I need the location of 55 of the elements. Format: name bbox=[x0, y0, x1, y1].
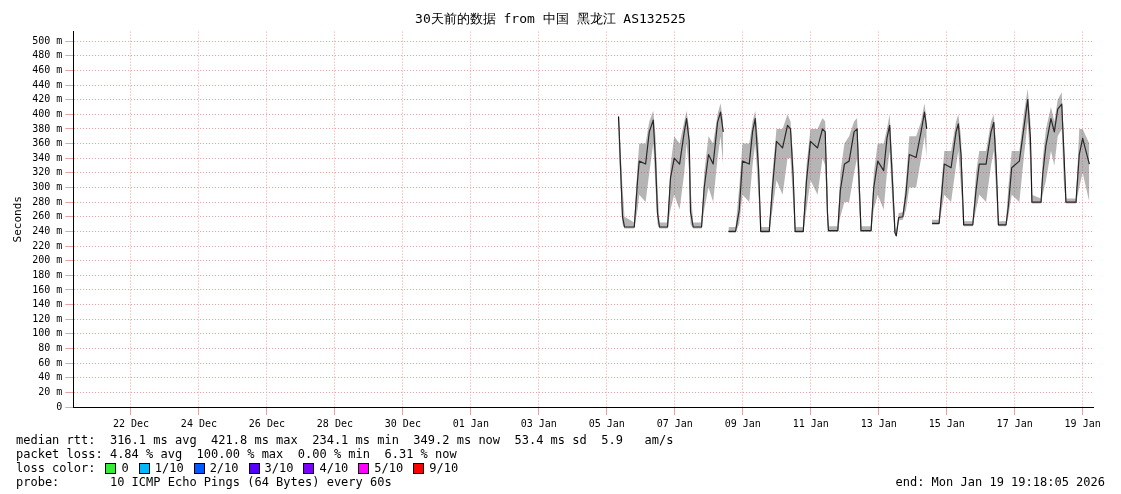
x-tick-label: 09 Jan bbox=[724, 417, 761, 429]
y-tick-label: 360 m bbox=[32, 137, 63, 149]
x-tick-label: 01 Jan bbox=[452, 417, 489, 429]
text: 3/10 bbox=[264, 461, 294, 475]
y-tick-label: 500 m bbox=[32, 34, 63, 46]
y-tick-label: 460 m bbox=[32, 63, 63, 75]
y-tick-label: 440 m bbox=[32, 78, 63, 90]
chart-title: 30天前的数据 from 中国 黑龙江 AS132525 bbox=[415, 11, 686, 27]
y-tick-label: 220 m bbox=[32, 239, 63, 251]
x-tick-label: 22 Dec bbox=[112, 417, 150, 429]
y-tick-label: 240 m bbox=[32, 224, 63, 236]
text: 5/10 bbox=[374, 461, 404, 475]
text: 4/10 bbox=[319, 461, 349, 475]
y-tick-label: 380 m bbox=[32, 122, 63, 134]
y-tick-label: 420 m bbox=[32, 93, 63, 105]
x-tick-label: 11 Jan bbox=[792, 417, 829, 429]
text: packet loss: 4.84 % avg 100.00 % max 0.00 % min 6.31 % now bbox=[15, 447, 458, 461]
text: 9/10 bbox=[429, 461, 459, 475]
x-tick-label: 05 Jan bbox=[588, 417, 625, 429]
text: median rtt: 316.1 ms avg 421.8 ms max 234.1 ms min 349.2 ms now 53.4 ms sd 5.9 am/s bbox=[15, 433, 675, 447]
text: probe: 10 ICMP Echo Pings (64 Bytes) every 60s bbox=[16, 475, 392, 489]
text: loss color: bbox=[16, 461, 96, 475]
y-tick-label: 200 m bbox=[32, 254, 63, 266]
text: 2/10 bbox=[209, 461, 239, 475]
y-tick-label: 60 m bbox=[38, 356, 63, 368]
x-tick-label: 15 Jan bbox=[928, 417, 965, 429]
y-tick-label: 160 m bbox=[32, 283, 63, 295]
x-tick-label: 07 Jan bbox=[656, 417, 693, 429]
y-tick-label: 180 m bbox=[32, 268, 63, 280]
y-tick-label: 480 m bbox=[32, 49, 63, 61]
x-tick-label: 17 Jan bbox=[996, 417, 1033, 429]
y-tick-label: 0 bbox=[56, 400, 63, 412]
x-tick-label: 19 Jan bbox=[1064, 417, 1101, 429]
x-tick-label: 24 Dec bbox=[180, 417, 217, 429]
x-tick-label: 26 Dec bbox=[248, 417, 285, 429]
y-tick-label: 100 m bbox=[32, 327, 63, 339]
text: 1/10 bbox=[154, 461, 184, 475]
y-tick-label: 20 m bbox=[38, 385, 63, 397]
y-tick-label: 260 m bbox=[32, 210, 63, 222]
x-tick-label: 03 Jan bbox=[520, 417, 557, 429]
y-tick-label: 320 m bbox=[32, 166, 63, 178]
text: end: Mon Jan 19 19:18:05 2026 bbox=[895, 475, 1105, 489]
y-tick-label: 400 m bbox=[32, 107, 63, 119]
x-tick-label: 30 Dec bbox=[384, 417, 421, 429]
x-tick-label: 28 Dec bbox=[316, 417, 353, 429]
y-tick-label: 300 m bbox=[32, 181, 63, 193]
y-tick-label: 120 m bbox=[32, 312, 63, 324]
y-tick-label: 40 m bbox=[38, 371, 63, 383]
text: 0 bbox=[121, 461, 129, 475]
y-axis-title: Seconds bbox=[11, 196, 25, 243]
y-tick-label: 280 m bbox=[32, 195, 63, 207]
x-tick-label: 13 Jan bbox=[860, 417, 897, 429]
y-tick-label: 140 m bbox=[32, 298, 63, 310]
y-tick-label: 340 m bbox=[32, 151, 63, 163]
y-tick-label: 80 m bbox=[38, 342, 63, 354]
